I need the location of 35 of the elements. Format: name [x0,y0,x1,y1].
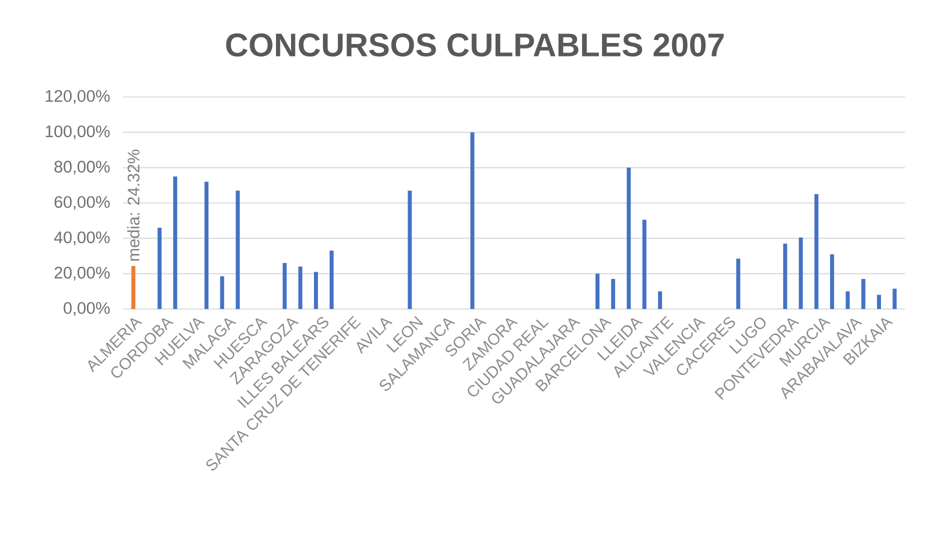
bar [736,258,740,309]
bar [642,220,646,309]
bar [626,168,631,309]
bar [220,276,224,309]
bar [830,254,834,309]
bar [314,272,318,309]
y-tick-label: 120,00% [46,90,110,104]
bar [236,190,240,309]
y-tick-label: 80,00% [54,160,110,175]
bar [611,278,616,309]
bar [877,294,881,309]
bar [798,237,803,309]
bar [282,263,287,309]
y-tick-label: 100,00% [46,125,110,140]
y-tick-label: 40,00% [54,231,110,246]
bar [298,266,302,309]
bar [861,278,866,309]
chart-title: CONCURSOS CULPABLES 2007 [226,33,724,57]
y-tick-label: 0,00% [64,302,110,316]
y-tick-label: 20,00% [54,266,110,281]
data-label: media: 24.32% [127,150,140,261]
bar [814,194,818,309]
bar [846,291,850,309]
bar [470,132,474,309]
bar [131,266,136,309]
bar [204,182,208,309]
bar [330,250,334,309]
bar [173,176,178,309]
y-tick-label: 60,00% [54,196,110,210]
bar [783,244,788,309]
bar [408,190,412,309]
bar [658,291,662,309]
bar [595,274,600,309]
bar [892,288,897,309]
bar [158,228,162,309]
